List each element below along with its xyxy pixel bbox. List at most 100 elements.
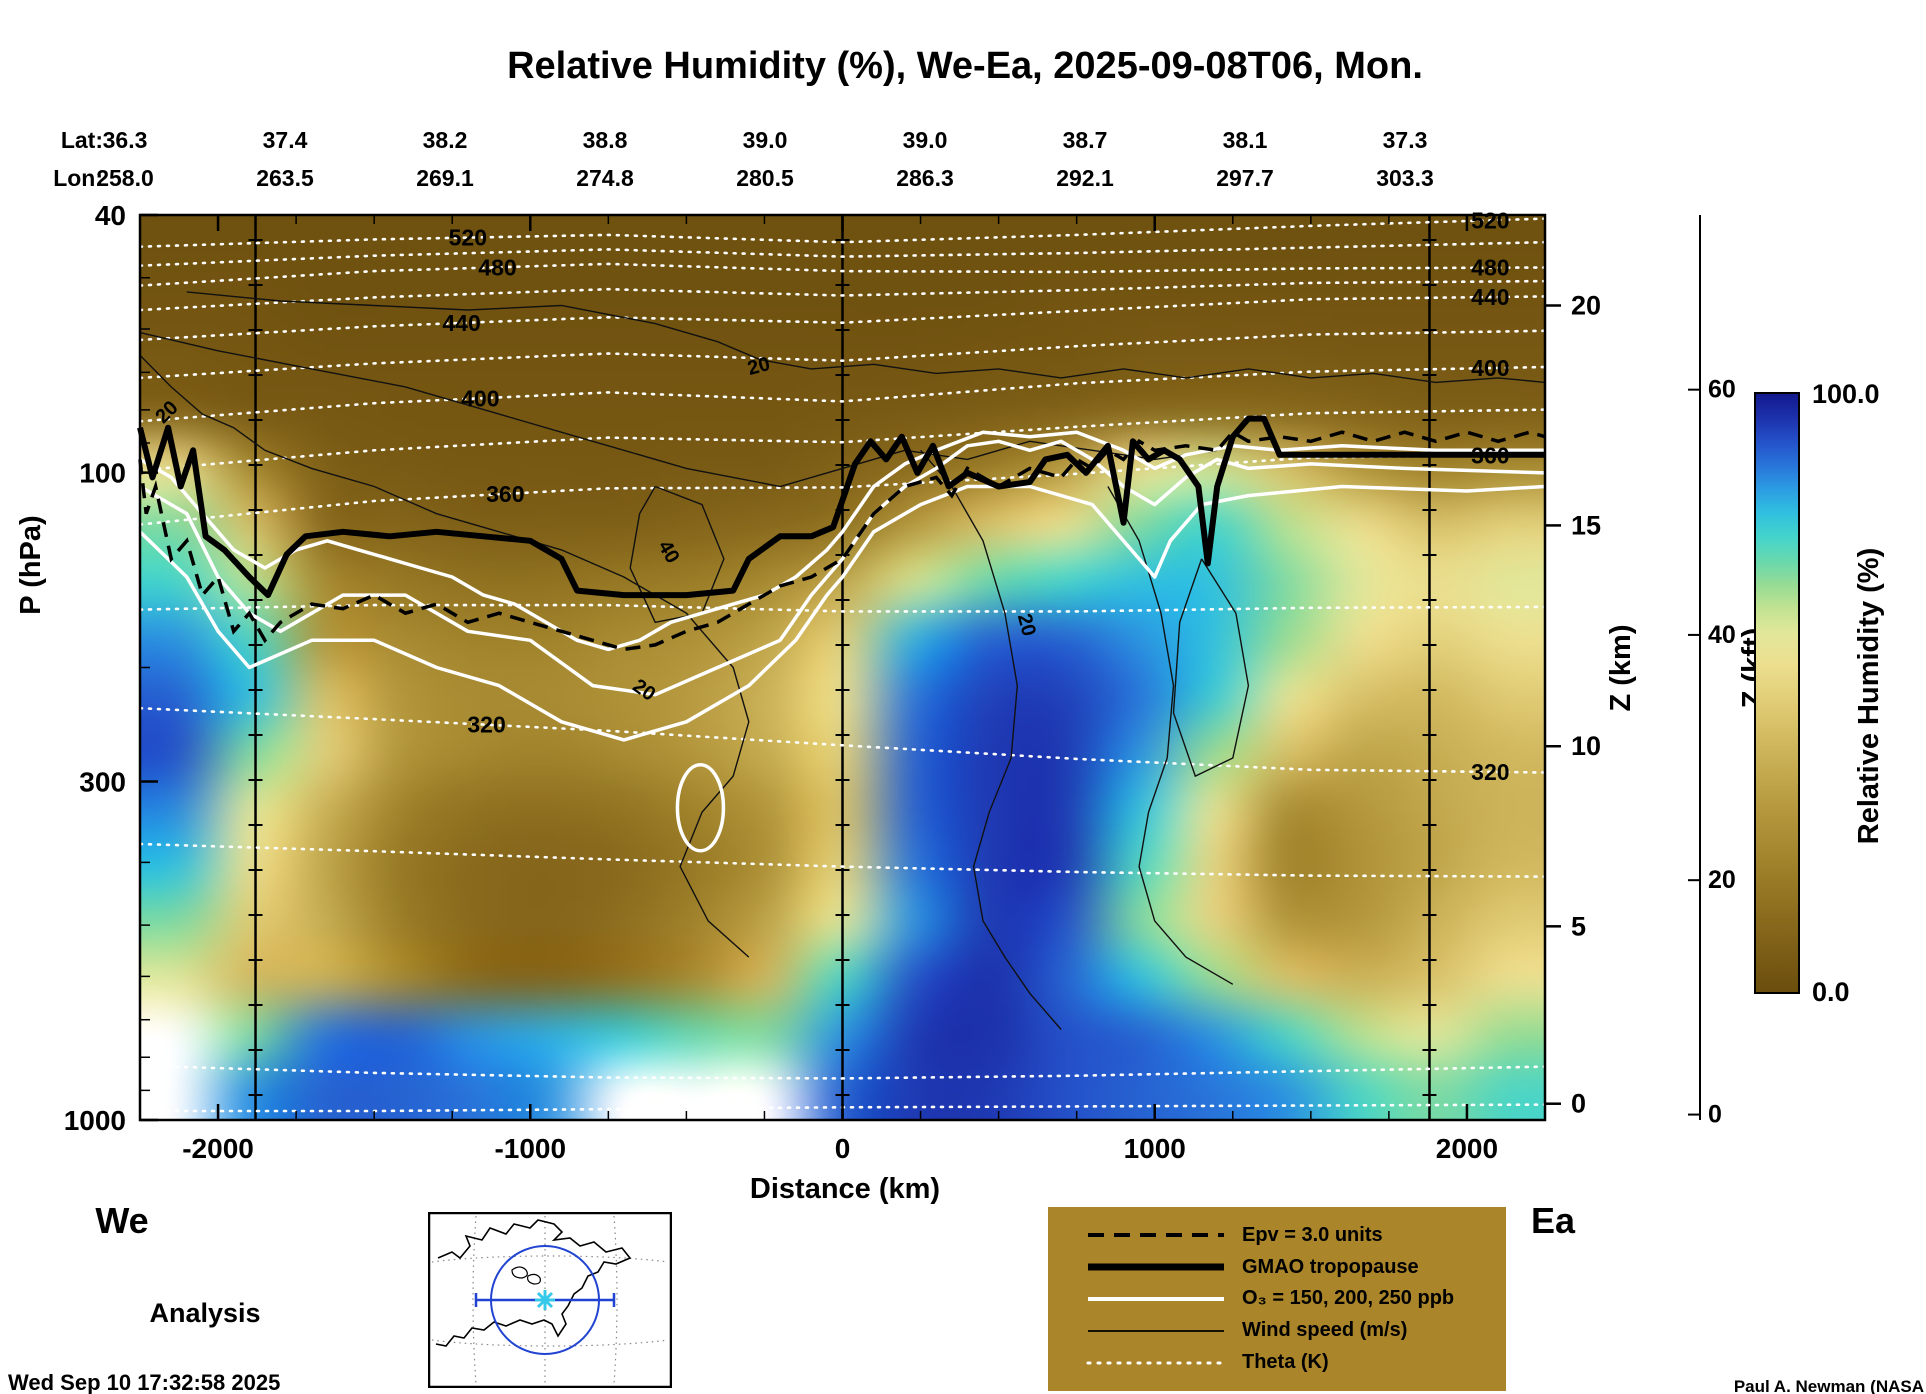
theta-label: 360 (486, 481, 524, 507)
analysis-label: Analysis (149, 1298, 260, 1328)
lon-value: 297.7 (1216, 165, 1274, 191)
z-km-tick-label: 5 (1571, 911, 1586, 941)
legend: Epv = 3.0 units GMAO tropopause O₃ = 150, … (1048, 1207, 1506, 1391)
ozone-contour-loop (675, 763, 726, 853)
theta-contour (138, 329, 1547, 380)
legend-label: O₃ = 150, 200, 250 ppb (1242, 1287, 1455, 1310)
lon-value: 263.5 (256, 165, 314, 191)
endpoint-east-label: Ea (1531, 1200, 1576, 1241)
x-tick-label: -2000 (182, 1133, 254, 1164)
z-kft-tick-label: 20 (1708, 866, 1736, 894)
x-axis-title: Distance (km) (750, 1173, 940, 1205)
theta-contour (138, 279, 1547, 312)
lon-value: 258.0 (96, 165, 154, 191)
wind-contour (1107, 486, 1234, 985)
x-tick-label: 0 (835, 1133, 851, 1164)
z-kft-tick-label: 40 (1708, 621, 1736, 649)
lat-value: 38.1 (1223, 127, 1268, 153)
colorbar (1754, 392, 1800, 994)
theta-label: 520 (449, 225, 487, 251)
p-tick-label: 40 (95, 200, 126, 231)
lon-value: 292.1 (1056, 165, 1114, 191)
legend-line-sample (1088, 1296, 1224, 1301)
legend-line-sample (1086, 1361, 1226, 1365)
endpoint-west-label: We (95, 1200, 148, 1241)
x-tick-label: 1000 (1124, 1133, 1186, 1164)
ozone-contour (139, 430, 1545, 652)
legend-label: Theta (K) (1242, 1351, 1329, 1374)
theta-contour (138, 365, 1547, 423)
theta-label: 400 (461, 385, 499, 411)
legend-line-sample (1088, 1329, 1224, 1332)
wind-contour (139, 354, 750, 958)
ozone-contour (138, 484, 1546, 742)
lon-row-label: Lon: (53, 165, 103, 191)
tropopause-line (137, 415, 1545, 599)
z-km-tick-label: 0 (1571, 1089, 1586, 1119)
legend-line-sample (1088, 1263, 1224, 1271)
map-inset (428, 1212, 672, 1388)
theta-contour (138, 295, 1547, 342)
theta-contour (138, 217, 1547, 248)
theta-contour (138, 1064, 1547, 1080)
chart-title: Relative Humidity (%), We-Ea, 2025-09-08… (507, 45, 1423, 87)
theta-contour (138, 706, 1547, 774)
legend-item: Theta (K) (1086, 1351, 1506, 1374)
wind-contour (1172, 558, 1250, 778)
colorbar-title: Relative Humidity (%) (1853, 548, 1885, 845)
lat-value: 38.8 (583, 127, 628, 153)
p-tick-label: 300 (79, 766, 126, 797)
wind-contour (920, 449, 1062, 1030)
legend-line-sample (1088, 1233, 1224, 1238)
theta-label: 440 (1471, 284, 1509, 310)
map-coastline (435, 1219, 632, 1347)
x-tick-label: 2000 (1436, 1133, 1498, 1164)
theta-label: 520 (1471, 207, 1509, 233)
legend-label: Wind speed (m/s) (1242, 1319, 1408, 1342)
render-timestamp: Wed Sep 10 17:32:58 2025 (8, 1370, 280, 1394)
lat-value: 38.2 (423, 127, 468, 153)
legend-item: GMAO tropopause (1086, 1256, 1506, 1279)
theta-label: 400 (1471, 355, 1509, 381)
wind-contour (629, 485, 725, 624)
legend-label: Epv = 3.0 units (1242, 1223, 1383, 1246)
wind-contour (186, 291, 1546, 384)
z-km-tick-label: 20 (1571, 291, 1601, 321)
theta-label: 320 (1471, 759, 1509, 785)
theta-contour (138, 603, 1547, 613)
lat-value: 37.3 (1383, 127, 1428, 153)
z-km-tick-label: 15 (1571, 510, 1601, 540)
theta-label: 360 (1471, 442, 1509, 468)
legend-item: O₃ = 150, 200, 250 ppb (1086, 1287, 1506, 1310)
theta-label: 480 (478, 254, 516, 280)
theta-label: 480 (1471, 255, 1509, 281)
z-kft-tick-label: 60 (1708, 376, 1736, 404)
theta-contour (138, 842, 1547, 878)
legend-label: GMAO tropopause (1242, 1255, 1419, 1278)
p-tick-label: 1000 (64, 1105, 126, 1136)
map-center-star (535, 1290, 555, 1310)
theta-contour (138, 262, 1547, 287)
theta-contour (138, 240, 1547, 267)
z-km-tick-label: 10 (1571, 731, 1601, 761)
colorbar-max-label: 100.0 (1812, 379, 1880, 409)
theta-contour (138, 408, 1547, 472)
credit-label: Paul A. Newman (NASA (1734, 1377, 1924, 1394)
p-axis-title: P (hPa) (15, 515, 47, 614)
lat-value: 37.4 (263, 127, 308, 153)
wind-speed-label: 20 (1013, 611, 1040, 638)
lon-value: 269.1 (416, 165, 474, 191)
x-tick-label: -1000 (494, 1133, 566, 1164)
theta-label: 440 (442, 310, 480, 336)
map-lakes (511, 1266, 541, 1285)
lat-value: 39.0 (743, 127, 788, 153)
wind-speed-label: 40 (653, 537, 683, 567)
theta-label: 320 (467, 712, 505, 738)
lon-value: 274.8 (576, 165, 634, 191)
p-tick-label: 100 (79, 458, 126, 489)
lat-value: 39.0 (903, 127, 948, 153)
lat-value: 38.7 (1063, 127, 1108, 153)
